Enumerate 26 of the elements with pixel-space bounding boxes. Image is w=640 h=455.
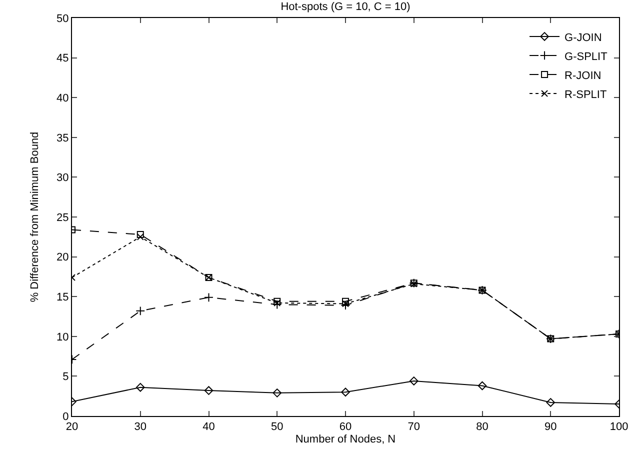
y-axis-title: % Difference from Minimum Bound <box>29 132 42 302</box>
y-tick-label: 45 <box>56 52 69 65</box>
y-tick-label: 25 <box>56 212 69 224</box>
chart-title: Hot-spots (G = 10, C = 10) <box>280 0 410 13</box>
x-tick-label: 60 <box>339 421 352 434</box>
y-tick-label: 15 <box>56 291 69 304</box>
legend-label: G-JOIN <box>564 32 602 44</box>
x-tick-label: 50 <box>271 421 284 434</box>
x-tick-label: 40 <box>202 421 215 434</box>
x-tick-label: 80 <box>476 421 488 434</box>
legend-label: R-SPLIT <box>564 88 607 101</box>
y-tick-label: 50 <box>56 12 69 25</box>
y-tick-label: 35 <box>56 132 69 144</box>
legend-label: R-JOIN <box>564 70 602 82</box>
y-tick-label: 5 <box>62 371 69 384</box>
y-tick-label: 20 <box>56 252 69 264</box>
y-tick-label: 10 <box>56 331 69 344</box>
y-tick-label: 40 <box>56 92 69 104</box>
x-tick-label: 70 <box>408 421 420 434</box>
x-tick-label: 30 <box>134 421 147 434</box>
x-axis-title: Number of Nodes, N <box>295 433 396 446</box>
x-tick-label: 100 <box>610 421 628 434</box>
y-tick-label: 0 <box>62 410 69 423</box>
y-tick-label: 30 <box>56 172 69 184</box>
legend-label: G-SPLIT <box>564 50 608 63</box>
x-tick-label: 90 <box>544 421 557 434</box>
